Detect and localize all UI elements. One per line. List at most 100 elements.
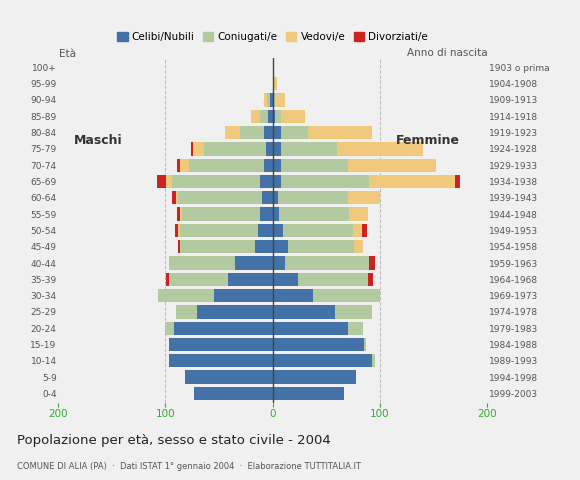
Bar bbox=[176, 305, 197, 319]
Bar bbox=[281, 126, 308, 139]
Bar bbox=[273, 289, 313, 302]
Bar bbox=[176, 191, 178, 204]
Bar bbox=[273, 158, 281, 172]
Bar bbox=[180, 158, 189, 172]
Bar bbox=[281, 142, 337, 156]
Bar bbox=[369, 256, 375, 270]
Bar bbox=[362, 224, 367, 237]
Bar bbox=[368, 273, 374, 286]
Bar bbox=[180, 224, 258, 237]
Text: Popolazione per età, sesso e stato civile - 2004: Popolazione per età, sesso e stato civil… bbox=[17, 434, 331, 447]
Bar bbox=[258, 224, 273, 237]
Bar bbox=[273, 191, 278, 204]
Bar bbox=[189, 158, 264, 172]
Bar bbox=[264, 93, 267, 107]
Text: Femmine: Femmine bbox=[396, 134, 460, 147]
Bar bbox=[455, 175, 461, 188]
Bar bbox=[273, 305, 335, 319]
Bar bbox=[348, 158, 436, 172]
Bar bbox=[204, 142, 266, 156]
Bar bbox=[174, 322, 273, 335]
Bar bbox=[194, 387, 273, 400]
Bar bbox=[275, 109, 281, 123]
Bar bbox=[273, 142, 281, 156]
Bar bbox=[298, 273, 368, 286]
Bar bbox=[178, 191, 262, 204]
Bar bbox=[372, 354, 375, 368]
Bar bbox=[273, 322, 348, 335]
Bar bbox=[273, 175, 281, 188]
Bar bbox=[178, 240, 180, 253]
Bar bbox=[177, 158, 180, 172]
Bar bbox=[273, 93, 275, 107]
Bar bbox=[260, 175, 273, 188]
Bar bbox=[184, 371, 273, 384]
Bar bbox=[172, 191, 176, 204]
Bar bbox=[264, 158, 273, 172]
Bar bbox=[273, 224, 284, 237]
Bar bbox=[169, 273, 227, 286]
Bar bbox=[354, 240, 362, 253]
Bar bbox=[281, 109, 305, 123]
Bar bbox=[260, 207, 273, 221]
Bar bbox=[169, 338, 273, 351]
Bar bbox=[157, 175, 166, 188]
Bar bbox=[281, 175, 369, 188]
Bar bbox=[166, 175, 172, 188]
Bar bbox=[226, 126, 241, 139]
Bar bbox=[281, 158, 348, 172]
Bar bbox=[169, 354, 273, 368]
Bar bbox=[273, 387, 345, 400]
Bar bbox=[183, 207, 260, 221]
Bar bbox=[267, 93, 270, 107]
Bar bbox=[279, 207, 349, 221]
Text: Età: Età bbox=[59, 49, 76, 59]
Bar bbox=[273, 240, 288, 253]
Bar bbox=[273, 273, 298, 286]
Bar bbox=[158, 289, 213, 302]
Bar bbox=[180, 240, 255, 253]
Bar bbox=[273, 77, 277, 90]
Bar bbox=[166, 273, 169, 286]
Bar bbox=[177, 207, 180, 221]
Bar bbox=[285, 256, 369, 270]
Bar bbox=[364, 338, 366, 351]
Bar bbox=[227, 273, 273, 286]
Bar bbox=[270, 93, 273, 107]
Bar bbox=[178, 224, 180, 237]
Bar bbox=[335, 305, 372, 319]
Bar bbox=[349, 207, 368, 221]
Bar bbox=[251, 109, 260, 123]
Bar bbox=[255, 240, 273, 253]
Bar bbox=[275, 93, 285, 107]
Bar bbox=[260, 109, 269, 123]
Bar bbox=[165, 322, 174, 335]
Text: Maschi: Maschi bbox=[74, 134, 123, 147]
Bar bbox=[193, 142, 204, 156]
Bar bbox=[348, 191, 380, 204]
Bar bbox=[191, 142, 193, 156]
Bar bbox=[241, 126, 264, 139]
Bar bbox=[273, 338, 364, 351]
Bar bbox=[180, 207, 183, 221]
Bar bbox=[313, 289, 380, 302]
Bar bbox=[197, 305, 273, 319]
Bar bbox=[262, 191, 273, 204]
Bar bbox=[278, 191, 348, 204]
Text: Anno di nascita: Anno di nascita bbox=[407, 48, 487, 58]
Legend: Celibi/Nubili, Coniugati/e, Vedovi/e, Divorziati/e: Celibi/Nubili, Coniugati/e, Vedovi/e, Di… bbox=[113, 28, 432, 47]
Bar bbox=[273, 109, 275, 123]
Bar bbox=[273, 354, 372, 368]
Bar bbox=[213, 289, 273, 302]
Bar bbox=[369, 175, 455, 188]
Bar bbox=[308, 126, 372, 139]
Bar bbox=[175, 224, 178, 237]
Bar bbox=[172, 175, 260, 188]
Bar bbox=[266, 142, 273, 156]
Bar bbox=[273, 126, 281, 139]
Bar bbox=[269, 109, 273, 123]
Bar bbox=[235, 256, 273, 270]
Bar bbox=[273, 256, 285, 270]
Bar bbox=[348, 322, 362, 335]
Bar bbox=[288, 240, 354, 253]
